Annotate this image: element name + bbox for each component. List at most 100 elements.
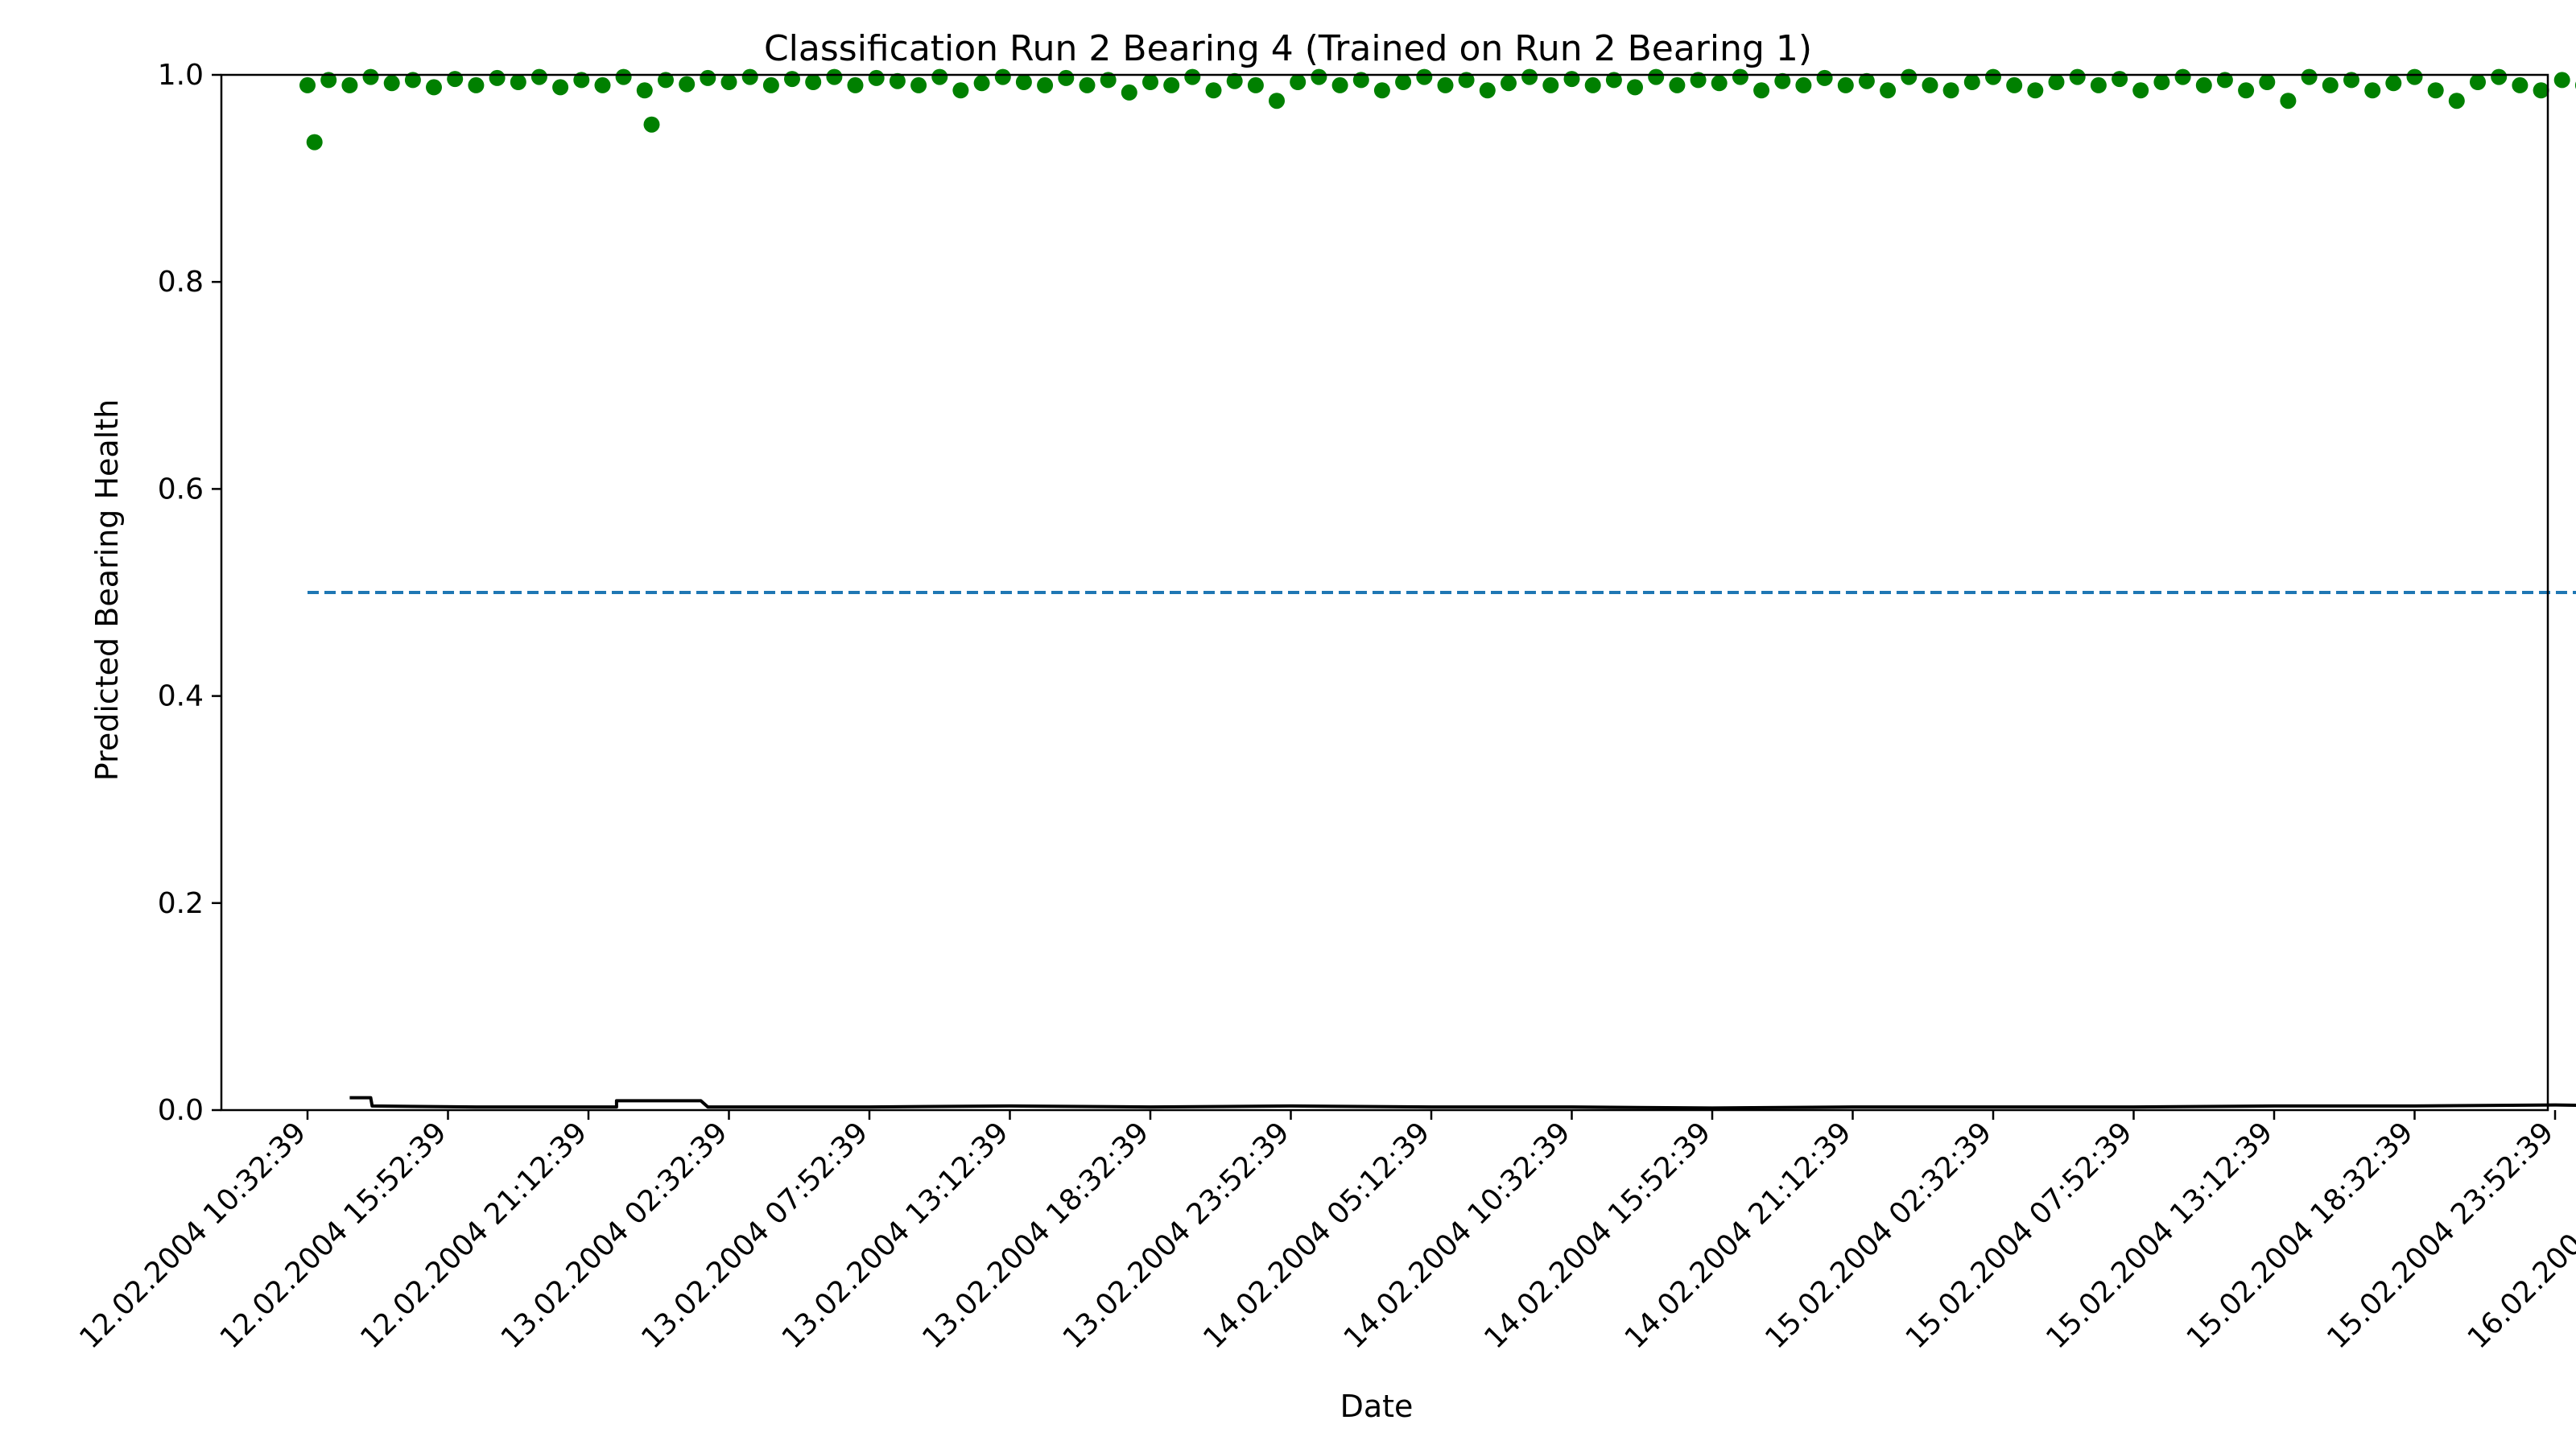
- healthy-prediction-point: [1247, 76, 1264, 93]
- healthy-prediction-point: [720, 74, 737, 90]
- healthy-prediction-point: [2280, 93, 2297, 109]
- healthy-prediction-point: [2027, 82, 2044, 99]
- healthy-prediction-point: [1501, 75, 1517, 92]
- healthy-prediction-point: [1922, 76, 1938, 93]
- healthy-prediction-point: [2448, 93, 2465, 109]
- healthy-prediction-point: [1079, 76, 1096, 93]
- healthy-prediction-point: [889, 72, 906, 89]
- healthy-prediction-point: [1795, 76, 1812, 93]
- healthy-prediction-point: [594, 76, 611, 93]
- healthy-prediction-point: [2491, 68, 2508, 85]
- healthy-prediction-point: [2069, 68, 2086, 85]
- y-axis-title: Predicted Bearing Health: [89, 399, 125, 781]
- healthy-prediction-point: [2322, 76, 2339, 93]
- healthy-prediction-point: [2343, 72, 2359, 89]
- healthy-prediction-point: [552, 79, 569, 96]
- healthy-prediction-point: [426, 79, 442, 96]
- healthy-prediction-point: [1205, 82, 1222, 99]
- healthy-prediction-point: [1479, 82, 1496, 99]
- healthy-prediction-point: [306, 134, 323, 151]
- healthy-prediction-point: [1163, 76, 1180, 93]
- healthy-prediction-point: [658, 72, 674, 89]
- healthy-prediction-point: [1774, 72, 1791, 89]
- healthy-prediction-point: [2301, 68, 2318, 85]
- chart-title: Classification Run 2 Bearing 4 (Trained …: [764, 28, 1812, 69]
- healthy-prediction-point: [341, 76, 358, 93]
- healthy-prediction-point: [1942, 82, 1959, 99]
- healthy-prediction-point: [530, 68, 547, 85]
- healthy-prediction-point: [1753, 82, 1770, 99]
- healthy-prediction-point: [383, 75, 400, 92]
- healthy-prediction-point: [868, 69, 885, 86]
- plot-area: [220, 68, 2576, 1112]
- healthy-prediction-point: [1015, 74, 1032, 90]
- healthy-prediction-point: [2153, 74, 2170, 90]
- healthy-prediction-point: [2090, 76, 2107, 93]
- healthy-prediction-point: [1901, 68, 1918, 85]
- healthy-prediction-point: [679, 76, 696, 93]
- trend-line: [349, 1096, 2576, 1110]
- healthy-prediction-point: [1058, 69, 1075, 86]
- x-axis-title: Date: [1340, 1389, 1414, 1424]
- healthy-prediction-point: [2048, 74, 2065, 90]
- healthy-prediction-point: [1669, 76, 1686, 93]
- healthy-prediction-point: [447, 71, 464, 88]
- healthy-prediction-point: [1352, 72, 1369, 89]
- healthy-prediction-point: [2174, 68, 2191, 85]
- healthy-prediction-point: [1226, 72, 1243, 89]
- healthy-prediction-point: [573, 72, 590, 89]
- healthy-prediction-point: [1100, 72, 1117, 89]
- healthy-prediction-point: [320, 72, 337, 89]
- healthy-prediction-point: [931, 68, 948, 85]
- y-tick-label: 0.2: [158, 887, 204, 920]
- healthy-prediction-point: [404, 72, 421, 89]
- healthy-prediction-point: [1437, 76, 1454, 93]
- healthy-prediction-point: [2195, 76, 2212, 93]
- healthy-prediction-points: [299, 68, 2576, 151]
- healthy-prediction-point: [1584, 76, 1601, 93]
- healthy-prediction-point: [973, 75, 990, 92]
- healthy-prediction-point: [762, 76, 779, 93]
- healthy-prediction-point: [362, 68, 379, 85]
- healthy-prediction-point: [1395, 74, 1412, 90]
- healthy-prediction-point: [2553, 72, 2570, 89]
- healthy-prediction-point: [1816, 69, 1833, 86]
- healthy-prediction-point: [643, 116, 660, 133]
- healthy-prediction-point: [1458, 72, 1475, 89]
- plot-frame: [220, 73, 2549, 1112]
- healthy-prediction-point: [489, 69, 506, 86]
- y-tick-label: 0.6: [158, 473, 204, 506]
- healthy-prediction-point: [2406, 68, 2423, 85]
- healthy-prediction-point: [1837, 76, 1854, 93]
- healthy-prediction-point: [741, 68, 758, 85]
- healthy-prediction-point: [994, 68, 1011, 85]
- healthy-prediction-point: [1373, 82, 1390, 99]
- healthy-prediction-point: [1269, 93, 1285, 109]
- healthy-prediction-point: [805, 74, 822, 90]
- healthy-prediction-point: [784, 71, 800, 88]
- healthy-prediction-point: [1605, 72, 1622, 89]
- healthy-prediction-point: [2112, 71, 2128, 88]
- y-tick-label: 1.0: [158, 59, 204, 92]
- y-tick-label: 0.0: [158, 1094, 204, 1127]
- healthy-prediction-point: [1290, 74, 1307, 90]
- healthy-prediction-point: [2512, 76, 2529, 93]
- healthy-prediction-point: [2238, 82, 2255, 99]
- y-tick-label: 0.8: [158, 266, 204, 299]
- healthy-prediction-point: [2259, 74, 2276, 90]
- healthy-prediction-point: [952, 82, 969, 99]
- healthy-prediction-point: [636, 82, 653, 99]
- healthy-prediction-point: [1542, 76, 1559, 93]
- healthy-prediction-point: [2006, 76, 2023, 93]
- healthy-prediction-point: [2470, 74, 2486, 90]
- healthy-prediction-point: [910, 76, 927, 93]
- healthy-prediction-point: [2385, 75, 2402, 92]
- healthy-prediction-point: [1184, 68, 1201, 85]
- healthy-prediction-point: [700, 69, 716, 86]
- healthy-prediction-point: [2364, 82, 2381, 99]
- healthy-prediction-point: [1416, 68, 1433, 85]
- healthy-prediction-point: [1563, 71, 1580, 88]
- healthy-prediction-point: [615, 68, 632, 85]
- healthy-prediction-point: [826, 68, 843, 85]
